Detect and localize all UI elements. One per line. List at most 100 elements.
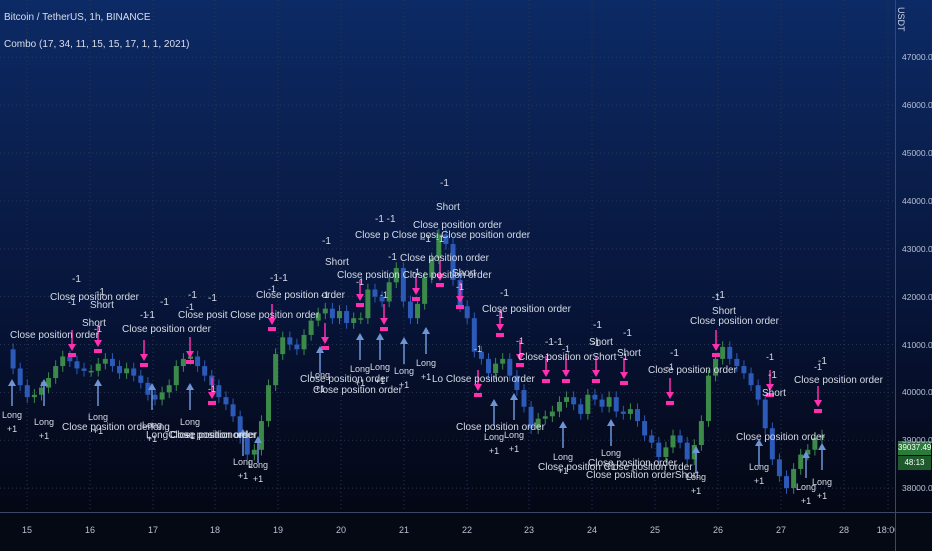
candle-body <box>152 394 158 400</box>
position-exit-marker <box>620 381 628 385</box>
order-annotation-label: -1 <box>440 178 449 189</box>
candle-body <box>748 373 754 386</box>
long-signal-arrow-head <box>186 383 194 390</box>
strategy-legend[interactable]: Combo (17, 34, 11, 15, 15, 17, 1, 1, 202… <box>4 39 190 50</box>
candle-body <box>578 404 584 414</box>
long-signal-arrow-head <box>356 333 364 340</box>
candle-body <box>713 358 719 376</box>
candle-body <box>159 392 165 400</box>
axis-corner <box>895 512 932 551</box>
short-signal-arrow-head <box>140 354 148 361</box>
order-annotation-label: -1 <box>188 290 197 301</box>
candle-body <box>762 399 768 429</box>
order-quantity-label: +1 <box>315 384 325 394</box>
price-chart[interactable]: -1-1-1-1-1-1-1-1-1-1-1-1-1-1-1-1-1-1-1-1… <box>0 0 895 512</box>
order-annotation-label: -1 <box>146 310 155 321</box>
candle-body <box>195 356 201 367</box>
order-quantity-label: +1 <box>7 424 17 434</box>
position-exit-marker <box>542 379 550 383</box>
candle-body <box>102 358 108 364</box>
order-annotation-label: Close posit Close position order <box>178 310 320 321</box>
order-quantity-label: +1 <box>238 471 248 481</box>
order-annotation-label: Close p Close posi Close position order <box>355 230 531 241</box>
candle-body <box>266 385 272 422</box>
order-quantity-label: +1 <box>801 496 811 506</box>
order-quantity-label: -1 <box>186 302 194 312</box>
order-quantity-label: -1 <box>496 310 504 320</box>
price-axis[interactable]: USDT 39037.49 48:13 47000.00 46000.00 4500… <box>895 0 932 512</box>
candle-body <box>95 363 101 371</box>
candle-body <box>663 447 669 457</box>
short-signal-arrow-head <box>208 392 216 399</box>
candle-body <box>720 346 726 359</box>
position-exit-marker <box>356 303 364 307</box>
order-annotation-label: Close position order <box>10 330 100 341</box>
order-annotation-label: Short <box>325 257 349 268</box>
chart-area[interactable]: -1 -1 -1 -1 -1 -1 -1 -1 -1 -1 -1 -1 -1 -1 -1 -1 -1 -1 -1 -1… <box>0 0 895 512</box>
candle-body <box>173 366 179 386</box>
candle-body <box>422 277 428 304</box>
time-tick-label: 22 <box>461 525 473 535</box>
candle-body <box>117 366 123 374</box>
candle-body <box>542 416 548 419</box>
order-quantity-label: -1 <box>562 344 570 354</box>
candle-body <box>564 397 570 402</box>
order-annotation-label: Short <box>762 388 786 399</box>
long-signal-label: Long <box>484 432 504 442</box>
candle-body <box>131 368 137 376</box>
order-annotation-label: Short <box>452 268 476 279</box>
order-annotation-label: Short <box>90 300 114 311</box>
price-tick-label: 46000.00 <box>902 100 932 111</box>
order-annotation-label: Close position order <box>690 316 780 327</box>
order-annotation-label: Close position order <box>400 253 490 264</box>
short-signal-arrow-head <box>186 351 194 358</box>
short-signal-arrow-head <box>456 296 464 303</box>
time-tick-label: 26 <box>712 525 724 535</box>
short-signal-arrow-head <box>562 370 570 377</box>
candle-body <box>407 301 413 319</box>
candle-body <box>798 454 804 469</box>
candle-body <box>741 366 747 374</box>
order-quantity-label: +1 <box>421 372 431 382</box>
long-signal-arrow-head <box>316 346 324 353</box>
order-quantity-label: -1 <box>592 338 600 348</box>
short-signal-arrow-head <box>766 384 774 391</box>
candle-body <box>521 389 527 407</box>
long-signal-label: Long <box>686 472 706 482</box>
order-annotation-label: Close position order <box>313 385 403 396</box>
candle-body <box>38 387 44 395</box>
candle-body <box>365 289 371 319</box>
candle-body <box>244 437 250 455</box>
time-tick-label: 27 <box>775 525 787 535</box>
candle-body <box>478 351 484 359</box>
order-quantity-label: -1 <box>321 290 329 300</box>
symbol-title[interactable]: Bitcoin / TetherUS, 1h, BINANCE <box>4 12 151 23</box>
order-quantity-label: +1 <box>375 376 385 386</box>
position-exit-marker <box>208 401 216 405</box>
candle-body <box>464 306 470 319</box>
long-signal-label: Long <box>416 358 436 368</box>
order-annotation-label: -1 <box>72 274 81 285</box>
order-quantity-label: -1 <box>766 352 774 362</box>
order-annotation-label: Close position orShort <box>518 352 617 363</box>
position-exit-marker <box>712 353 720 357</box>
order-quantity-label: -1 <box>268 284 276 294</box>
position-exit-marker <box>562 379 570 383</box>
candle-body <box>46 378 52 388</box>
short-signal-arrow-head <box>496 324 504 331</box>
candle-body <box>344 311 350 323</box>
order-annotation-label: -1 <box>322 236 331 247</box>
order-quantity-label: +1 <box>185 431 195 441</box>
order-quantity-label: -1 <box>666 362 674 372</box>
order-quantity-label: +1 <box>355 378 365 388</box>
time-axis[interactable]: 15 16 17 18 19 20 21 22 23 24 25 26 27 28 18:00 <box>0 512 899 551</box>
short-signal-arrow-head <box>666 392 674 399</box>
order-quantity-label: -1 <box>712 292 720 302</box>
candle-body <box>17 368 23 386</box>
order-annotation-label: Close position orderShort <box>586 470 699 481</box>
order-quantity-label: -1 <box>68 297 76 307</box>
short-signal-arrow-head <box>321 337 329 344</box>
position-exit-marker <box>814 409 822 413</box>
order-annotation-label: Short <box>712 306 736 317</box>
candle-body <box>393 267 399 283</box>
